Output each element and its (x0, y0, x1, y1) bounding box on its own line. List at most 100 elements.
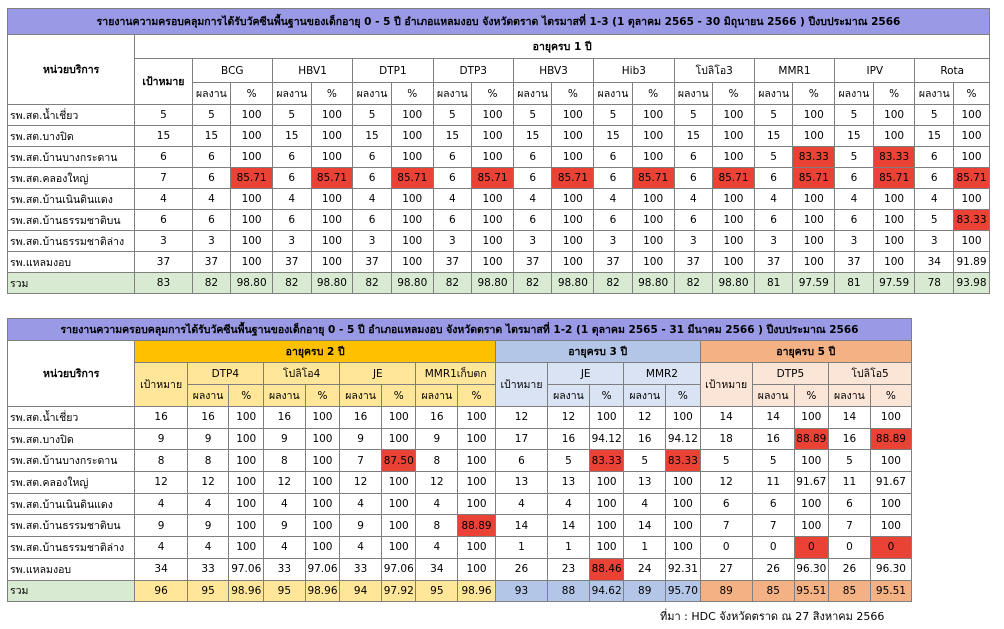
percent-label: % (304, 384, 341, 407)
percent-label: % (551, 82, 595, 105)
age-group-header: อายุครบ 2 ปี (134, 340, 496, 363)
result-value: 4 (834, 188, 874, 210)
target-value: 12 (699, 471, 753, 494)
percent-value: 100 (304, 471, 341, 494)
result-value: 11 (751, 471, 795, 494)
table-row: รพ.สต.คลองใหญ่ 7 6 85.71 6 85.71 6 85.71 6 85.71 6… (6, 167, 990, 189)
result-value: 4 (512, 188, 553, 210)
result-value: 16 (547, 427, 590, 451)
result-value: 85 (751, 579, 795, 603)
result-value: 4 (623, 492, 667, 516)
target-value: 6 (134, 146, 193, 168)
target-value: 4 (134, 492, 188, 516)
result-value: 88 (547, 579, 590, 603)
percent-value: 100 (793, 449, 830, 473)
target-value: 3 (134, 230, 193, 252)
percent-value: 100 (631, 188, 675, 210)
result-value: 6 (834, 209, 874, 231)
result-value: 9 (186, 427, 230, 451)
result-value: 6 (191, 146, 232, 168)
result-value: 13 (547, 471, 590, 494)
vaccine-header: Rota (914, 58, 990, 83)
result-value: 6 (352, 167, 392, 189)
result-value: 5 (593, 104, 633, 126)
result-value: 5 (828, 449, 871, 473)
result-value: 26 (751, 557, 795, 581)
percent-value: 100 (869, 406, 913, 429)
percent-value: 98.80 (551, 272, 595, 294)
percent-value: 100 (457, 406, 496, 429)
percent-value: 100 (793, 406, 830, 429)
unit-name: รพ.สต.บ้านบางกระดาน (6, 449, 136, 473)
percent-value: 100 (457, 492, 496, 516)
result-value: 4 (191, 188, 232, 210)
result-label: ผลงาน (512, 82, 553, 105)
target-value: 27 (699, 557, 753, 581)
result-value: 37 (352, 251, 392, 273)
percent-value: 100 (471, 104, 514, 126)
coverage-table-age1: รายงานความครอบคลุมการได้รับวัคซีนพื้นฐาน… (6, 8, 990, 294)
result-value: 6 (512, 146, 553, 168)
percent-value: 100 (304, 406, 341, 429)
result-label: ผลงาน (262, 384, 306, 407)
result-value: 4 (339, 536, 382, 559)
result-value: 1 (547, 536, 590, 559)
percent-value: 100 (588, 471, 625, 494)
percent-value: 100 (310, 251, 354, 273)
percent-value: 100 (792, 125, 836, 147)
result-value: 12 (547, 406, 590, 429)
result-value: 14 (751, 406, 795, 429)
table-row: รพ.สต.บางปิด 15 15 100 15 100 15 100 15 100 15 100 1… (6, 125, 990, 147)
percent-label: % (471, 82, 514, 105)
table-row: รพ.สต.บ้านธรรมชาติบน 6 6 100 6 100 6 100 6 100 6 10… (6, 209, 990, 231)
data-source-note: ที่มา : HDC จังหวัดตราด ณ 27 สิงหาคม 256… (660, 610, 885, 623)
target-value: 14 (494, 514, 549, 538)
percent-value: 100 (551, 251, 595, 273)
percent-value: 100 (457, 471, 496, 494)
percent-value: 100 (872, 209, 916, 231)
percent-value: 96.30 (869, 557, 913, 581)
result-value: 5 (834, 104, 874, 126)
percent-value: 100 (471, 209, 514, 231)
unit-name: รพ.สต.น้ำเชี่ยว (6, 104, 136, 126)
percent-value: 100 (457, 449, 496, 473)
percent-value: 97.06 (304, 557, 341, 581)
percent-value: 100 (631, 251, 675, 273)
table-row: รพ.สต.บ้านบางกระดาน 6 6 100 6 100 6 100 6 100 6 100… (6, 146, 990, 168)
percent-value: 100 (665, 514, 701, 538)
unit-name: รพ.สต.คลองใหญ่ (6, 167, 136, 189)
age-group-header: อายุครบ 1 ปี (134, 34, 990, 59)
vaccine-header: DTP5 (751, 362, 830, 385)
percent-value: 100 (712, 251, 755, 273)
result-value: 16 (186, 406, 230, 429)
vaccine-header: BCG (191, 58, 273, 83)
percent-value: 100 (380, 406, 417, 429)
percent-value: 100 (551, 146, 595, 168)
percent-value: 88.89 (793, 427, 830, 451)
percent-value: 100 (869, 514, 913, 538)
result-label: ผลงาน (914, 82, 955, 105)
result-value: 37 (593, 251, 633, 273)
percent-value: 85.71 (471, 167, 514, 189)
percent-value: 100 (665, 471, 701, 494)
result-value: 6 (352, 209, 392, 231)
result-value: 6 (191, 167, 232, 189)
result-value: 5 (623, 449, 667, 473)
percent-value: 100 (551, 188, 595, 210)
percent-value: 100 (457, 536, 496, 559)
unit-name: รวม (6, 579, 136, 603)
result-value: 4 (415, 492, 459, 516)
result-value: 5 (914, 104, 955, 126)
percent-label: % (872, 82, 916, 105)
result-value: 6 (432, 146, 473, 168)
result-value: 14 (547, 514, 590, 538)
percent-value: 100 (228, 514, 264, 538)
result-value: 85 (828, 579, 871, 603)
percent-label: % (457, 384, 496, 407)
result-value: 4 (186, 492, 230, 516)
result-value: 3 (673, 230, 714, 252)
result-value: 15 (834, 125, 874, 147)
result-value: 9 (339, 427, 382, 451)
percent-value: 91.67 (869, 471, 913, 494)
result-value: 6 (271, 167, 312, 189)
